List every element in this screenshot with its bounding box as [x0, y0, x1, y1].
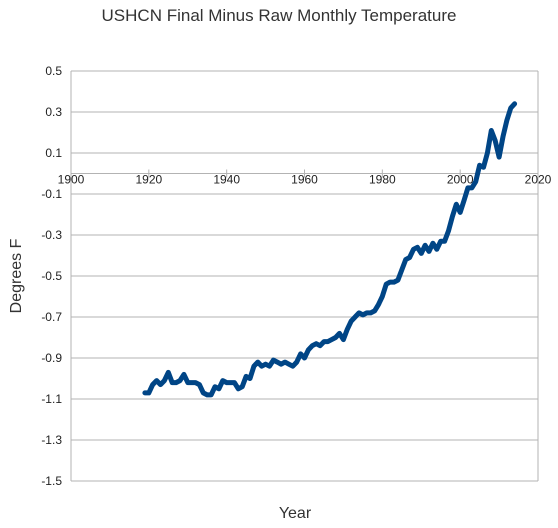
series-line: [142, 101, 518, 398]
y-tick-label: -1.1: [41, 392, 62, 406]
series-layer: [142, 101, 518, 398]
y-tick-label: 0.5: [45, 64, 62, 78]
y-tick-label: -0.1: [41, 187, 62, 201]
y-tick-label: -0.9: [41, 351, 62, 365]
tick-labels: 0.5 0.3 0.1 -0.1 -0.3 -0.5 -0.7 -0.9 -1.1 -1.3 -1.…: [41, 64, 551, 488]
y-tick-label: 0.3: [45, 105, 62, 119]
x-tick-label: 2020: [525, 173, 552, 187]
y-tick-label: -1.3: [41, 433, 62, 447]
x-tick-label: 1940: [213, 173, 240, 187]
y-tick-label: 0.1: [45, 146, 62, 160]
y-axis-title: Degrees F: [8, 238, 25, 313]
x-tick-label: 1960: [291, 173, 318, 187]
x-tick-label: 1920: [135, 173, 162, 187]
y-tick-label: -0.7: [41, 310, 62, 324]
y-tick-label: -0.3: [41, 228, 62, 242]
gridlines: [71, 70, 538, 482]
axes: [70, 71, 539, 481]
y-tick-label: -1.5: [41, 474, 62, 488]
x-tick-label: 2000: [447, 173, 474, 187]
x-tick-label: 1980: [369, 173, 396, 187]
x-tick-label: 1900: [58, 173, 85, 187]
x-axis-title: Year: [279, 505, 312, 522]
y-tick-label: -0.5: [41, 269, 62, 283]
chart-title: USHCN Final Minus Raw Monthly Temperatur…: [101, 6, 457, 25]
